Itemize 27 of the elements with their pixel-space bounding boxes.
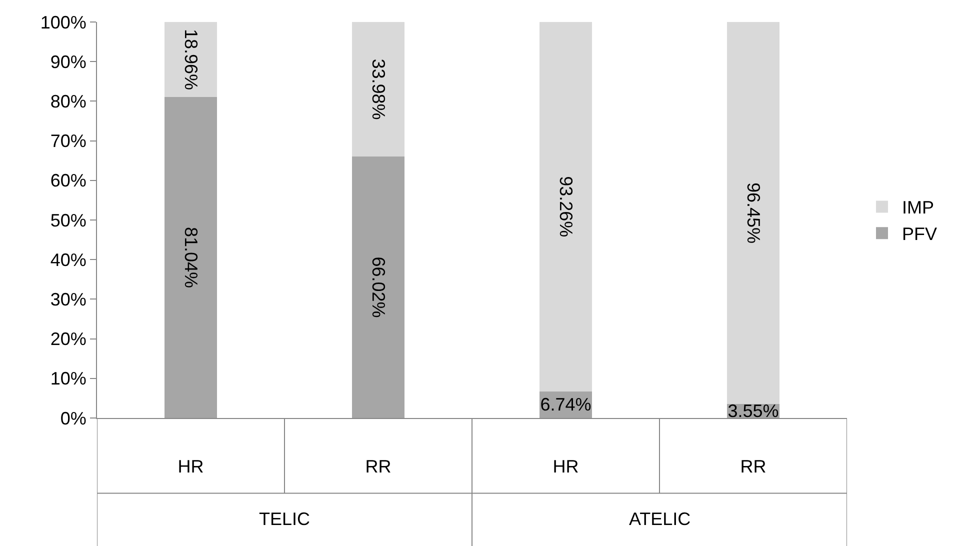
- text: TELIC: [259, 509, 310, 529]
- data-label: 93.26%: [556, 176, 576, 238]
- y-tick-label: 10%: [50, 368, 86, 389]
- x-tick-label: RR: [365, 456, 392, 477]
- data-label: 66.02%: [368, 256, 388, 318]
- x-tick-label: RR: [740, 456, 766, 477]
- data-label: 81.04%: [180, 227, 201, 288]
- data-label: 96.45%: [743, 182, 764, 244]
- data-label: 3.55%: [728, 400, 779, 421]
- y-tick-label: 40%: [50, 250, 86, 270]
- y-tick-label: 60%: [50, 170, 86, 191]
- x-tick-label: HR: [178, 456, 204, 477]
- y-tick-label: 20%: [50, 329, 86, 350]
- y-tick-label: 70%: [50, 131, 86, 152]
- y-tick-label: 30%: [50, 290, 86, 310]
- data-label: 6.74%: [540, 394, 592, 415]
- y-tick-label: 100%: [40, 12, 86, 32]
- data-label: 33.98%: [368, 58, 388, 120]
- y-tick-label: 80%: [50, 92, 86, 112]
- y-tick-label: 90%: [50, 52, 86, 72]
- data-label: 18.96%: [180, 29, 201, 90]
- legend-label: IMP: [902, 198, 934, 218]
- legend-label: PFV: [902, 224, 938, 244]
- y-tick-label: 0%: [60, 408, 86, 428]
- x-tick-label: HR: [552, 456, 579, 477]
- y-tick-label: 50%: [50, 210, 86, 230]
- text: ATELIC: [629, 509, 691, 529]
